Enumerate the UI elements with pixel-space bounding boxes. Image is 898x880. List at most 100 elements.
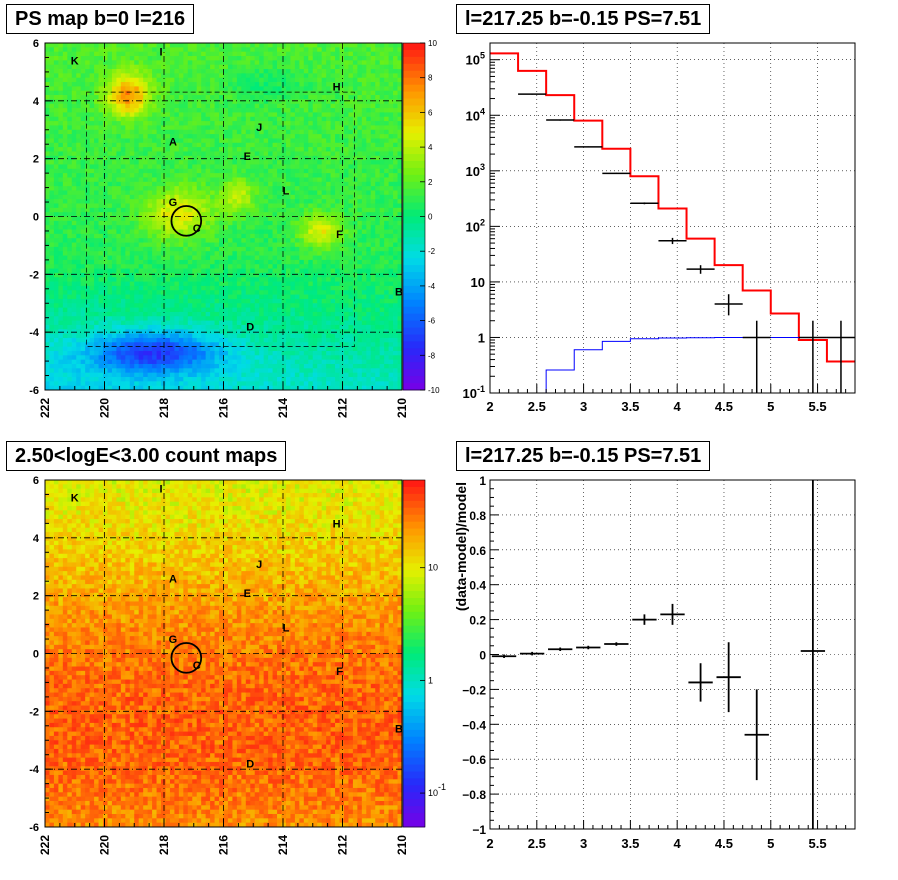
- colorbar: [403, 480, 425, 827]
- x-tick-label: 3: [580, 399, 587, 414]
- source-label-h: H: [333, 518, 341, 530]
- y-tick-label: -4: [29, 764, 40, 776]
- x-tick-label: 2: [486, 399, 493, 414]
- y-tick-label: −0.8: [462, 788, 486, 802]
- y-tick-label: −0.2: [462, 683, 486, 697]
- colorbar-label: 0: [428, 213, 433, 222]
- colorbar-label: 4: [428, 143, 433, 152]
- spectrum-title: l=217.25 b=-0.15 PS=7.51: [456, 4, 710, 34]
- residual-title: l=217.25 b=-0.15 PS=7.51: [456, 441, 710, 471]
- x-tick-label: 4: [674, 836, 682, 851]
- series-data-points: [518, 94, 855, 393]
- source-label-b: B: [395, 287, 403, 299]
- x-tick-label: 218: [157, 398, 171, 418]
- y-tick-label: 2: [33, 591, 39, 603]
- colorbar-label: -10: [428, 386, 440, 395]
- ps-map-title: PS map b=0 l=216: [6, 4, 194, 34]
- y-tick-label: -2: [29, 706, 39, 718]
- residual-frame: [490, 480, 855, 829]
- source-label-e: E: [244, 151, 251, 163]
- colorbar-label: -6: [428, 317, 436, 326]
- x-tick-label: 5: [767, 836, 774, 851]
- y-tick-label: -6: [29, 822, 39, 834]
- source-label-j: J: [256, 122, 262, 134]
- x-tick-label: 5: [767, 399, 774, 414]
- x-tick-label: 2.5: [528, 836, 546, 851]
- y-tick-label: 0: [33, 212, 39, 224]
- y-tick-label: 2: [33, 154, 39, 166]
- x-tick-label: 3.5: [621, 836, 639, 851]
- x-tick-label: 218: [157, 835, 171, 855]
- y-tick-label: 103: [466, 162, 485, 179]
- colorbar-label: 10: [428, 39, 437, 48]
- y-tick-label: -2: [29, 269, 39, 281]
- source-label-f: F: [336, 666, 343, 678]
- x-tick-label: 4.5: [715, 399, 733, 414]
- x-tick-label: 214: [276, 835, 290, 855]
- residual-chart: 2 2.5 3 3.5 4 4.5 5 5.5 1 0.8 0.6 0.4 0.2 0 −0.2 −0.4 −0…: [449, 437, 898, 875]
- x-tick-label: 3.5: [621, 399, 639, 414]
- y-tick-label: -4: [29, 327, 40, 339]
- x-tick-label: 212: [336, 398, 350, 418]
- y-tick-label: 0.8: [469, 509, 486, 523]
- x-tick-label: 3: [580, 836, 587, 851]
- y-tick-label: 102: [466, 217, 485, 234]
- y-tick-label: 0.4: [469, 579, 486, 593]
- x-tick-label: 216: [217, 835, 231, 855]
- source-label-l: L: [283, 185, 290, 197]
- source-label-e: E: [244, 588, 251, 600]
- source-label-i: I: [159, 47, 162, 59]
- x-tick-label: 222: [38, 835, 52, 855]
- x-tick-label: 216: [217, 398, 231, 418]
- source-label-g: G: [169, 197, 178, 209]
- y-tick-label: 1: [479, 474, 486, 488]
- spectrum-ticks: [490, 60, 855, 393]
- series-point-source: [490, 337, 855, 393]
- residual-grid: [490, 480, 855, 829]
- colorbar-label: -2: [428, 247, 436, 256]
- y-tick-label: 104: [466, 106, 485, 123]
- y-tick-label: 4: [33, 533, 40, 545]
- colorbar-label: 2: [428, 178, 433, 187]
- x-tick-label: 212: [336, 835, 350, 855]
- source-label-g: G: [169, 634, 178, 646]
- source-label-h: H: [333, 81, 341, 93]
- source-label-a: A: [169, 136, 177, 148]
- y-tick-label: 1: [478, 330, 485, 345]
- x-tick-label: 2: [486, 836, 493, 851]
- colorbar-label: 1: [428, 675, 433, 685]
- x-tick-label: 222: [38, 398, 52, 418]
- source-label-i: I: [159, 484, 162, 496]
- source-label-k: K: [71, 492, 79, 504]
- source-label-j: J: [256, 559, 262, 571]
- x-tick-label: 5.5: [809, 836, 827, 851]
- x-tick-label: 220: [98, 835, 112, 855]
- x-tick-label: 5.5: [809, 399, 827, 414]
- y-tick-label: 10: [471, 275, 485, 290]
- x-tick-label: 4.5: [715, 836, 733, 851]
- series-model: [490, 53, 855, 361]
- y-tick-label: 0: [479, 649, 486, 663]
- y-tick-label: 4: [33, 96, 40, 108]
- residual-ticks: [490, 480, 855, 829]
- y-tick-label: 6: [33, 475, 39, 487]
- y-tick-label: 0.2: [469, 614, 486, 628]
- y-tick-label: 0.6: [469, 544, 486, 558]
- y-tick-label: −0.6: [462, 753, 486, 767]
- y-tick-label: −0.4: [462, 718, 486, 732]
- source-label-l: L: [283, 622, 290, 634]
- y-tick-label: 0: [33, 649, 39, 661]
- source-label-k: K: [71, 55, 79, 67]
- source-label-f: F: [336, 229, 343, 241]
- colorbar-label: 10-1: [428, 782, 446, 798]
- y-tick-label: 6: [33, 38, 39, 50]
- count-map-title: 2.50<logE<3.00 count maps: [6, 441, 286, 471]
- x-tick-label: 214: [276, 398, 290, 418]
- x-tick-label: 2.5: [528, 399, 546, 414]
